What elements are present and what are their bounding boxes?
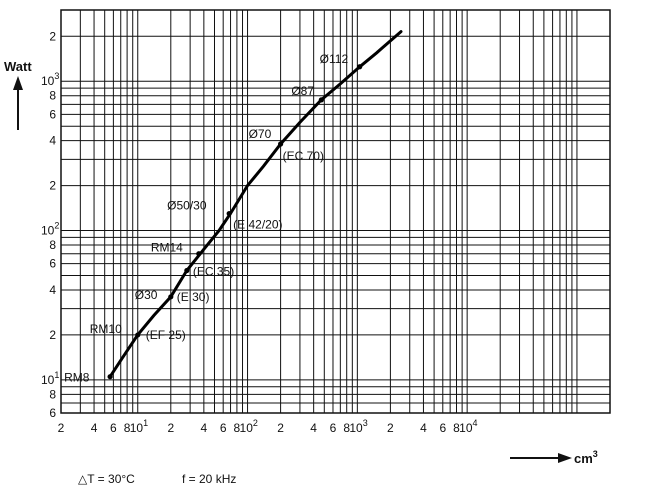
x-tick-label: 101 [130,418,148,435]
right-arrow-icon [510,453,572,463]
x-tick-label: 4 [310,421,317,435]
y-tick-label: 6 [49,257,56,271]
y-tick-label: 102 [41,221,59,238]
frequency-annotation: f = 20 kHz [182,472,236,486]
data-point [135,332,141,338]
up-arrow-icon [13,76,23,130]
x-tick-label: 2 [387,421,394,435]
x-tick-label: 6 [110,421,117,435]
x-tick-label: 4 [91,421,98,435]
x-tick-label: 103 [349,418,367,435]
y-tick-label: 2 [49,328,56,342]
x-tick-label: 6 [220,421,227,435]
point-label: (EC 35) [193,265,234,279]
x-tick-label: 6 [330,421,337,435]
x-tick-label: 8 [453,421,460,435]
y-tick-label: 4 [49,134,56,148]
data-point [168,294,174,300]
x-tick-label: 8 [343,421,350,435]
y-tick-label: 4 [49,283,56,297]
x-tick-label: 4 [420,421,427,435]
grid-lines [61,10,610,413]
y-tick-label: 103 [41,71,59,88]
y-tick-label: 6 [49,406,56,420]
point-label: RM8 [64,371,90,385]
x-tick-labels: 2 4 6 8 101 2 4 6 8 102 2 4 6 8 103 2 4 6 8 104 [58,418,478,435]
x-tick-label: 8 [124,421,131,435]
data-point [357,64,363,70]
y-tick-label: 8 [49,387,56,401]
x-tick-label: 2 [277,421,284,435]
point-label: RM10 [90,322,122,336]
data-point [278,141,284,147]
point-label: Ø87 [291,84,314,98]
y-tick-label: 8 [49,238,56,252]
x-tick-label: 2 [58,421,65,435]
y-tick-label: 2 [49,179,56,193]
point-label: Ø30 [135,288,158,302]
y-tick-label: 6 [49,107,56,121]
y-tick-label: 2 [49,29,56,43]
data-point [184,267,190,274]
data-point [196,251,202,257]
y-axis-label: Watt [4,59,32,74]
point-label: Ø112 [320,52,349,66]
y-tick-label: 8 [49,89,56,103]
point-sublabel: (EF 25) [146,328,186,342]
x-tick-label: 104 [459,418,477,435]
point-label: RM14 [151,241,183,255]
point-label: Ø50/30 [167,199,207,213]
data-point [318,97,324,103]
data-point [226,210,232,217]
point-label: Ø70 [249,127,272,141]
x-tick-label: 8 [234,421,241,435]
plot-frame [60,9,611,414]
point-sublabel: (E 30) [177,290,210,304]
delta-t-annotation: △T = 30°C [78,472,135,486]
point-sublabel: (EC 70) [283,149,324,163]
power-vs-volume-curve [108,30,403,379]
core-markers: RM8 RM10 (EF 25) Ø30 (E 30) (EC 35) RM14 Ø50/30… [64,52,363,385]
data-point [107,374,113,380]
point-sublabel: (E 42/20) [233,218,282,232]
y-tick-label: 101 [41,370,59,387]
x-tick-label: 102 [240,418,258,435]
x-axis-label: cm3 [574,449,598,466]
x-tick-label: 2 [167,421,174,435]
x-tick-label: 6 [439,421,446,435]
x-tick-label: 4 [201,421,208,435]
